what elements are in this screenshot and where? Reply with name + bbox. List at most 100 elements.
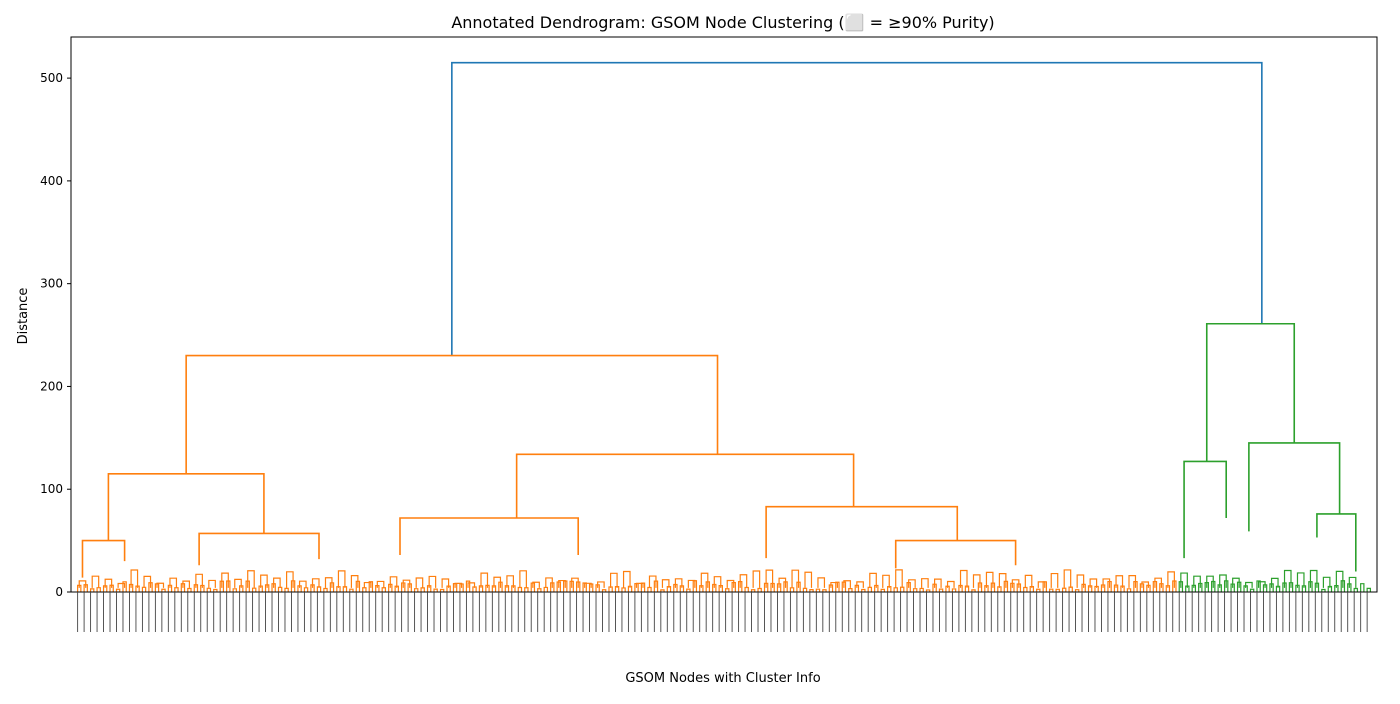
leaf-merge-54 [251,587,257,592]
subcluster-merge-176 [648,575,657,588]
subcluster-merge-104 [415,577,424,588]
dendrogram-link-4 [198,532,320,566]
leaf-merge-6 [96,587,101,592]
leaf-merge-364 [1256,580,1261,592]
subcluster-merge-364 [1258,581,1266,588]
leaf-merge-254 [899,586,905,592]
subcluster-merge-32 [182,580,190,588]
subcluster-merge-52 [247,570,255,588]
leaf-merge-266 [938,588,944,592]
dendrogram-link-12 [1316,513,1357,572]
subcluster-merge-252 [895,569,903,588]
leaf-merge-20 [141,586,147,592]
leaf-merge-324 [1126,588,1132,592]
subcluster-merge-108 [428,575,437,588]
leaf-merge-252 [893,587,898,592]
leaf-merge-242 [861,588,866,592]
subcluster-merge-112 [441,578,450,588]
subcluster-merge-276 [972,574,981,588]
leaf-merge-262 [925,589,931,592]
subcluster-merge-360 [1245,581,1253,588]
dendrogram-link-3 [81,539,126,578]
subcluster-merge-188 [687,579,696,588]
subcluster-merge-100 [402,579,411,588]
subcluster-merge-308 [1076,574,1085,588]
subcluster-merge-220 [791,569,800,588]
subcluster-merge-332 [1154,577,1162,588]
leaf-merge-226 [809,588,814,592]
subcluster-merge-228 [817,577,826,588]
subcluster-merge-292 [1024,574,1033,588]
subcluster-merge-76 [324,577,333,588]
leaf-merge-224 [802,587,808,592]
leaf-merge-112 [439,588,445,592]
subcluster-merge-264 [934,578,942,588]
leaf-merge-110 [433,588,438,592]
subcluster-merge-136 [519,570,527,588]
dendrogram-link-2 [107,473,265,541]
subcluster-merge-164 [610,572,618,588]
dendrogram-leaf-stubs [77,569,1371,592]
leaf-merge-104 [413,588,419,592]
y-tick-label-400: 400 [40,174,63,188]
leaf-merge-48 [232,588,237,592]
subcluster-merge-172 [635,582,644,588]
subcluster-merge-316 [1102,578,1111,588]
subcluster-merge-20 [143,575,152,588]
subcluster-merge-380 [1309,569,1318,588]
leaf-merge-292 [1023,586,1028,592]
leaf-merge-26 [161,588,166,592]
subcluster-merge-392 [1348,576,1357,588]
subcluster-merge-232 [830,581,838,588]
subcluster-merge-120 [467,582,476,588]
dendrogram-link-6 [399,517,579,555]
leaf-merge-62 [277,586,283,592]
subcluster-merge-148 [558,579,566,588]
subcluster-merge-300 [1050,572,1059,588]
dendrogram-link-9 [1205,322,1296,462]
x-axis-label: GSOM Nodes with Cluster Info [625,671,820,686]
leaf-merge-260 [919,587,924,592]
leaf-merge-302 [1055,588,1060,592]
subcluster-merge-40 [208,579,216,588]
leaf-merge-30 [174,587,179,592]
subcluster-merge-36 [195,573,203,588]
subcluster-merge-72 [311,578,320,588]
leaf-merge-144 [543,586,549,592]
subcluster-merge-128 [493,576,502,588]
subcluster-merge-328 [1141,581,1150,588]
subcluster-merge-8 [104,578,113,588]
subcluster-merge-152 [571,577,579,588]
subcluster-merge-312 [1089,578,1098,588]
dendrogram-link-0 [451,61,1263,356]
subcluster-merge-248 [882,574,890,588]
subcluster-merge-324 [1128,575,1137,588]
subcluster-merge-348 [1206,575,1214,588]
leaf-merge-244 [867,586,873,592]
subcluster-merge-296 [1037,581,1046,588]
leaf-merge-14 [122,581,127,592]
subcluster-merge-240 [856,581,864,588]
subcluster-merge-16 [130,569,139,588]
leaf-merge-106 [420,587,425,592]
leaf-merge-136 [517,586,523,592]
dendrogram-link-5 [515,453,855,518]
subcluster-merge-272 [959,569,968,588]
y-tick-label-0: 0 [55,585,63,599]
leaf-merge-84 [349,588,354,592]
dendrogram-link-1 [185,354,719,474]
dendrogram-link-7 [765,505,959,559]
subcluster-merge-124 [480,572,489,588]
leaf-merge-88 [362,587,367,592]
subcluster-merge-304 [1063,569,1072,588]
y-axis-label: Distance [16,288,31,345]
subcluster-merge-12 [117,582,126,588]
y-tick-label-100: 100 [40,482,63,496]
subcluster-merge-84 [350,574,359,588]
leaf-merge-308 [1074,589,1080,592]
subcluster-merge-280 [985,571,994,588]
subcluster-merge-140 [532,581,540,588]
dendrogram-link-11 [1248,442,1341,532]
